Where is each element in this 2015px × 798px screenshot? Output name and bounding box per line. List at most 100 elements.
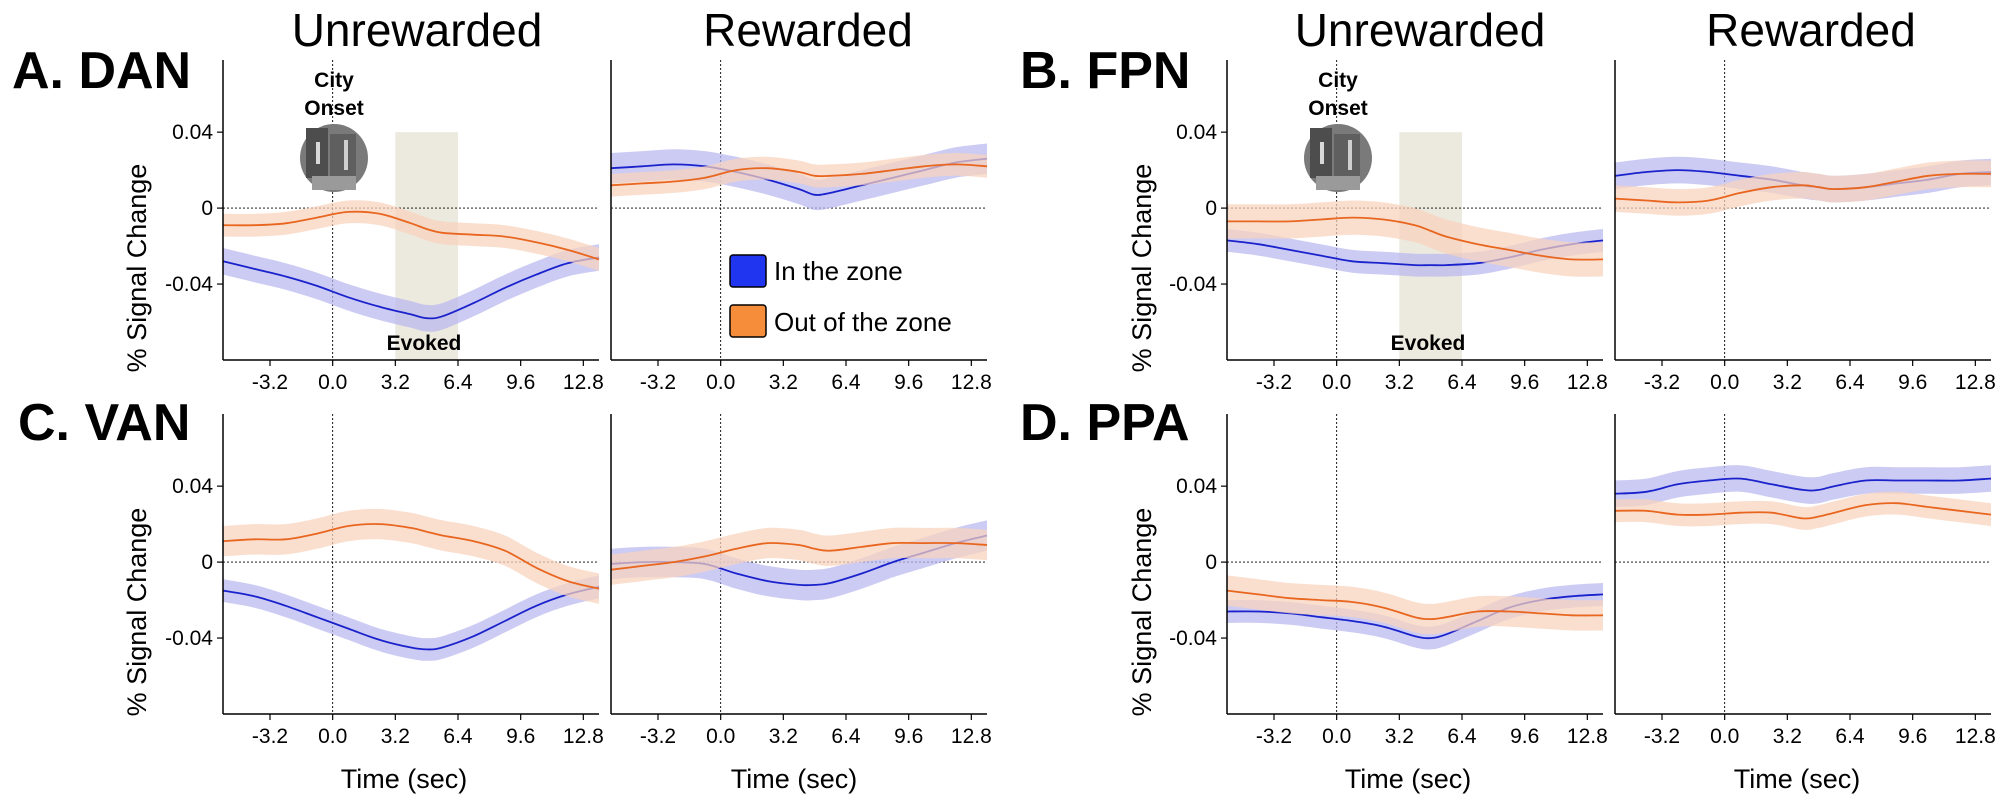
panel-label-ppa: D. PPA [1020,394,1190,452]
x-axis-label-ppa-unrewarded: Time (sec) [1345,764,1472,794]
x-tick-label: 0.0 [1710,371,1739,394]
col-title-fpn-unrewarded: Unrewarded [1295,4,1546,56]
line-out-zone [222,523,600,590]
x-tick-label: 12.8 [1955,725,1996,748]
x-tick-label: 0.0 [318,371,347,394]
x-tick-label: 3.2 [381,371,410,394]
x-tick-label: 0.0 [318,725,347,748]
band-in-zone [223,575,599,661]
x-axis-label-van-unrewarded: Time (sec) [341,764,468,794]
y-tick-label: -0.04 [1169,273,1217,296]
x-tick-label: 9.6 [506,725,535,748]
city-onset-label-dan-line1: City [314,69,354,92]
x-tick-label: 0.0 [1322,371,1351,394]
x-axis-label-van-rewarded: Time (sec) [731,764,858,794]
line-out-zone [1614,502,1992,520]
line-out-zone [1226,589,1604,621]
x-tick-label: 9.6 [1510,725,1539,748]
y-tick-label: 0 [1205,197,1217,220]
y-tick-label: -0.04 [1169,627,1217,650]
evoked-label-dan: Evoked [387,332,462,355]
line-in-zone [1614,477,1992,495]
x-tick-label: 6.4 [443,725,473,748]
panel-fpn-rewarded: -3.2 0.0 3.2 6.4 9.6 12.8 [1614,60,1996,394]
x-tick-label: 6.4 [443,371,473,394]
band-out-zone [1227,575,1603,635]
x-tick-label: 9.6 [894,725,923,748]
x-tick-label: 0.0 [706,371,735,394]
city-onset-label-fpn-line2: Onset [1308,97,1368,120]
y-axis-label-fpn: % Signal Change [1127,164,1157,373]
panel-van-unrewarded: -3.2 0.0 3.2 6.4 9.6 12.8 0.04 0 -0.04 [165,414,604,748]
y-tick-label: 0.04 [1176,121,1217,144]
city-onset-label-fpn-line1: City [1318,69,1358,92]
y-tick-label: -0.04 [165,627,213,650]
x-tick-label: 3.2 [1773,371,1802,394]
x-tick-label: 6.4 [1447,725,1477,748]
x-tick-label: 9.6 [1510,371,1539,394]
x-tick-label: 6.4 [831,725,861,748]
legend-swatch-in-zone [729,254,767,288]
band-in-zone [1615,465,1991,507]
y-tick-label: 0 [201,551,213,574]
col-title-dan-rewarded: Rewarded [703,4,913,56]
x-tick-label: 9.6 [1898,725,1927,748]
x-tick-label: 6.4 [1447,371,1477,394]
y-tick-label: 0 [201,197,213,220]
x-tick-label: -3.2 [640,371,676,394]
x-tick-label: -3.2 [1644,371,1680,394]
panel-label-fpn: B. FPN [1020,42,1190,100]
x-tick-label: 3.2 [381,725,410,748]
y-tick-label: 0.04 [1176,475,1217,498]
panel-dan-unrewarded: -3.2 0.0 3.2 6.4 9.6 12.8 0.04 0 -0.04 [165,60,604,394]
x-tick-label: 12.8 [563,725,604,748]
panel-label-van: C. VAN [18,394,190,452]
x-tick-label: -3.2 [1256,725,1292,748]
x-tick-label: 6.4 [831,371,861,394]
y-tick-label: 0 [1205,551,1217,574]
band-out-zone [611,153,987,197]
band-out-zone [1615,160,1991,216]
y-tick-label: 0.04 [172,475,213,498]
y-axis-label-ppa: % Signal Change [1127,508,1157,717]
evoked-label-fpn: Evoked [1391,332,1466,355]
panel-van-rewarded: -3.2 0.0 3.2 6.4 9.6 12.8 [610,414,992,748]
city-photo-dan [300,124,368,192]
x-tick-label: -3.2 [252,371,288,394]
x-tick-label: -3.2 [1256,371,1292,394]
x-tick-label: 0.0 [1710,725,1739,748]
line-out-zone [610,163,988,187]
x-tick-label: 0.0 [706,725,735,748]
band-out-zone [223,508,599,604]
x-tick-label: 12.8 [1955,371,1996,394]
panel-ppa-unrewarded: -3.2 0.0 3.2 6.4 9.6 12.8 0.04 0 -0.04 [1169,414,1608,748]
panel-label-dan: A. DAN [12,42,191,100]
y-tick-label: -0.04 [165,273,213,296]
line-out-zone [1614,172,1992,204]
y-axis-label-van: % Signal Change [122,508,152,717]
x-tick-label: 9.6 [1898,371,1927,394]
x-tick-label: -3.2 [640,725,676,748]
x-tick-label: 12.8 [1567,371,1608,394]
x-tick-label: 3.2 [1385,371,1414,394]
x-tick-label: 6.4 [1835,371,1865,394]
line-out-zone [222,210,600,261]
x-tick-label: 9.6 [506,371,535,394]
x-tick-label: 12.8 [1567,725,1608,748]
x-tick-label: 12.8 [563,371,604,394]
legend: In the zone Out of the zone [729,254,952,338]
x-tick-label: 0.0 [1322,725,1351,748]
x-tick-label: 3.2 [1773,725,1802,748]
line-out-zone [1226,216,1604,261]
x-tick-label: -3.2 [252,725,288,748]
legend-label-in-zone: In the zone [774,256,903,286]
x-tick-label: 12.8 [951,371,992,394]
city-photo-fpn [1304,124,1372,192]
city-onset-label-dan-line2: Onset [304,97,364,120]
line-in-zone [222,585,600,651]
line-in-zone [222,256,600,320]
x-tick-label: 3.2 [769,725,798,748]
col-title-fpn-rewarded: Rewarded [1706,4,1916,56]
band-out-zone [1615,491,1991,530]
